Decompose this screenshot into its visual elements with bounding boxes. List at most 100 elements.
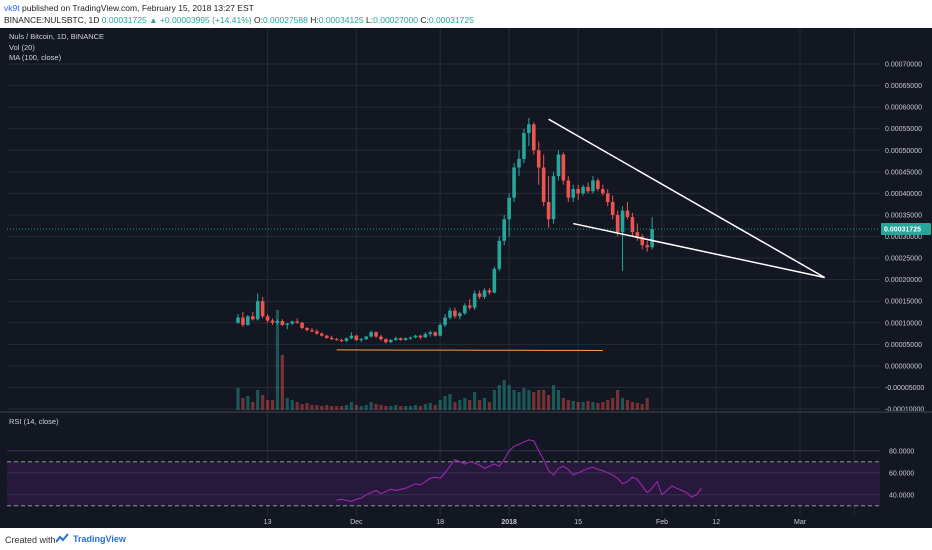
candle-body [379, 336, 383, 340]
chart-title[interactable]: Nuls / Bitcoin, 1D, BINANCE [9, 32, 104, 41]
trading-chart[interactable]: 0.00070000 0.00065000 0.00060000 0.00055000… [0, 28, 932, 528]
volume-bar [438, 400, 442, 410]
last-price-label: 0.00031725 [884, 227, 921, 234]
volume-bar [586, 401, 590, 410]
author-link[interactable]: vk9t [4, 3, 20, 13]
overlay-lines [7, 118, 880, 502]
candle-body [389, 340, 393, 343]
published-text: published on TradingView.com, February 1… [21, 3, 254, 13]
candle-body [305, 327, 309, 331]
legend-ma[interactable]: MA (100, close) [9, 53, 62, 62]
volume-bar [497, 385, 501, 410]
price-axis-tick: 0.00040000 [885, 191, 922, 198]
volume-bar [423, 404, 427, 410]
candlestick-series[interactable] [236, 117, 654, 344]
volume-bar [522, 388, 526, 410]
volume-bar [364, 405, 368, 410]
candle-body [605, 193, 610, 202]
chart-background [0, 28, 932, 528]
candle-body [453, 310, 457, 317]
candle-body [433, 332, 437, 336]
volume-bar [418, 406, 423, 410]
candle-body [645, 245, 649, 248]
candle-body [408, 337, 413, 339]
volume-bar [379, 405, 383, 410]
price-axis-tick: -0.00005000 [885, 385, 924, 392]
volume-bar [408, 406, 413, 410]
tradingview-brand[interactable]: TradingView [73, 534, 126, 544]
volume-bar [236, 388, 240, 410]
candle-body [270, 320, 275, 323]
candle-body [403, 338, 408, 340]
candle-body [438, 324, 442, 336]
volume-bar [487, 402, 492, 410]
volume-bar [551, 385, 556, 410]
publish-line: vk9t published on TradingView.com, Febru… [4, 3, 254, 13]
price-axis-tick: 0.00000000 [885, 363, 922, 370]
candle-body [344, 338, 349, 341]
candle-body [393, 338, 398, 340]
high-label: H: [310, 15, 319, 25]
low-label: L: [366, 15, 374, 25]
legend-rsi[interactable]: RSI (14, close) [9, 417, 59, 426]
volume-bar [517, 392, 521, 410]
volume-bar [384, 406, 388, 410]
candle-body [571, 189, 576, 198]
volume-bar [625, 400, 630, 410]
volume-bar [315, 405, 319, 410]
time-axis-tick: Mar [794, 519, 807, 526]
volume-bar [290, 400, 294, 410]
volume-bar [591, 402, 595, 410]
trendline [573, 222, 825, 279]
rsi-axis-tick: 80.0000 [889, 448, 914, 455]
ma-line [336, 349, 603, 351]
volume-bar [601, 402, 605, 410]
candle-body [458, 313, 462, 317]
publish-header: vk9t published on TradingView.com, Febru… [0, 0, 932, 28]
price-axis-tick: 0.00070000 [885, 62, 922, 69]
candle-body [310, 330, 314, 332]
candle-body [561, 154, 566, 181]
time-axis-tick: 2018 [501, 519, 517, 526]
low-value: 0.00027000 [373, 15, 419, 25]
volume-bar [507, 385, 511, 410]
volume-bar [482, 398, 487, 410]
volume-bar [404, 406, 408, 410]
candle-body [250, 316, 255, 320]
candle-body [300, 322, 304, 328]
rsi-band-fill [7, 461, 880, 506]
candle-body [418, 335, 423, 338]
footer: Created with TradingView [0, 528, 932, 550]
candle-body [241, 317, 245, 325]
candle-body [487, 290, 492, 293]
candle-body [601, 189, 605, 194]
open-label: O: [253, 15, 263, 25]
price-axis-tick: 0.00025000 [885, 256, 922, 263]
rsi-line [336, 439, 702, 502]
candle-body [640, 236, 645, 246]
volume-bar [556, 390, 561, 410]
volume-bar [645, 398, 649, 410]
price-axis-tick: 0.00015000 [885, 299, 922, 306]
candle-body [334, 339, 339, 341]
price-axis-tick: 0.00035000 [885, 212, 922, 219]
candle-body [398, 338, 403, 340]
change-value: +0.00003995 (+14.41%) [159, 15, 252, 25]
candle-body [295, 321, 299, 323]
volume-bar [300, 404, 304, 410]
candle-body [428, 332, 433, 334]
candle-body [541, 167, 546, 202]
volume-bar [413, 405, 418, 410]
price-axis-tick: 0.00005000 [885, 342, 922, 349]
candle-body [339, 340, 344, 341]
volume-bar [428, 403, 432, 410]
volume-bar [492, 390, 496, 410]
volume-bar [320, 406, 324, 410]
legend-volume[interactable]: Vol (20) [9, 43, 35, 52]
volume-bar [527, 390, 531, 410]
volume-bar [265, 400, 270, 410]
high-value: 0.00034125 [318, 15, 364, 25]
volume-bar [611, 398, 615, 410]
candle-body [349, 335, 354, 339]
volume-bar [473, 392, 477, 410]
